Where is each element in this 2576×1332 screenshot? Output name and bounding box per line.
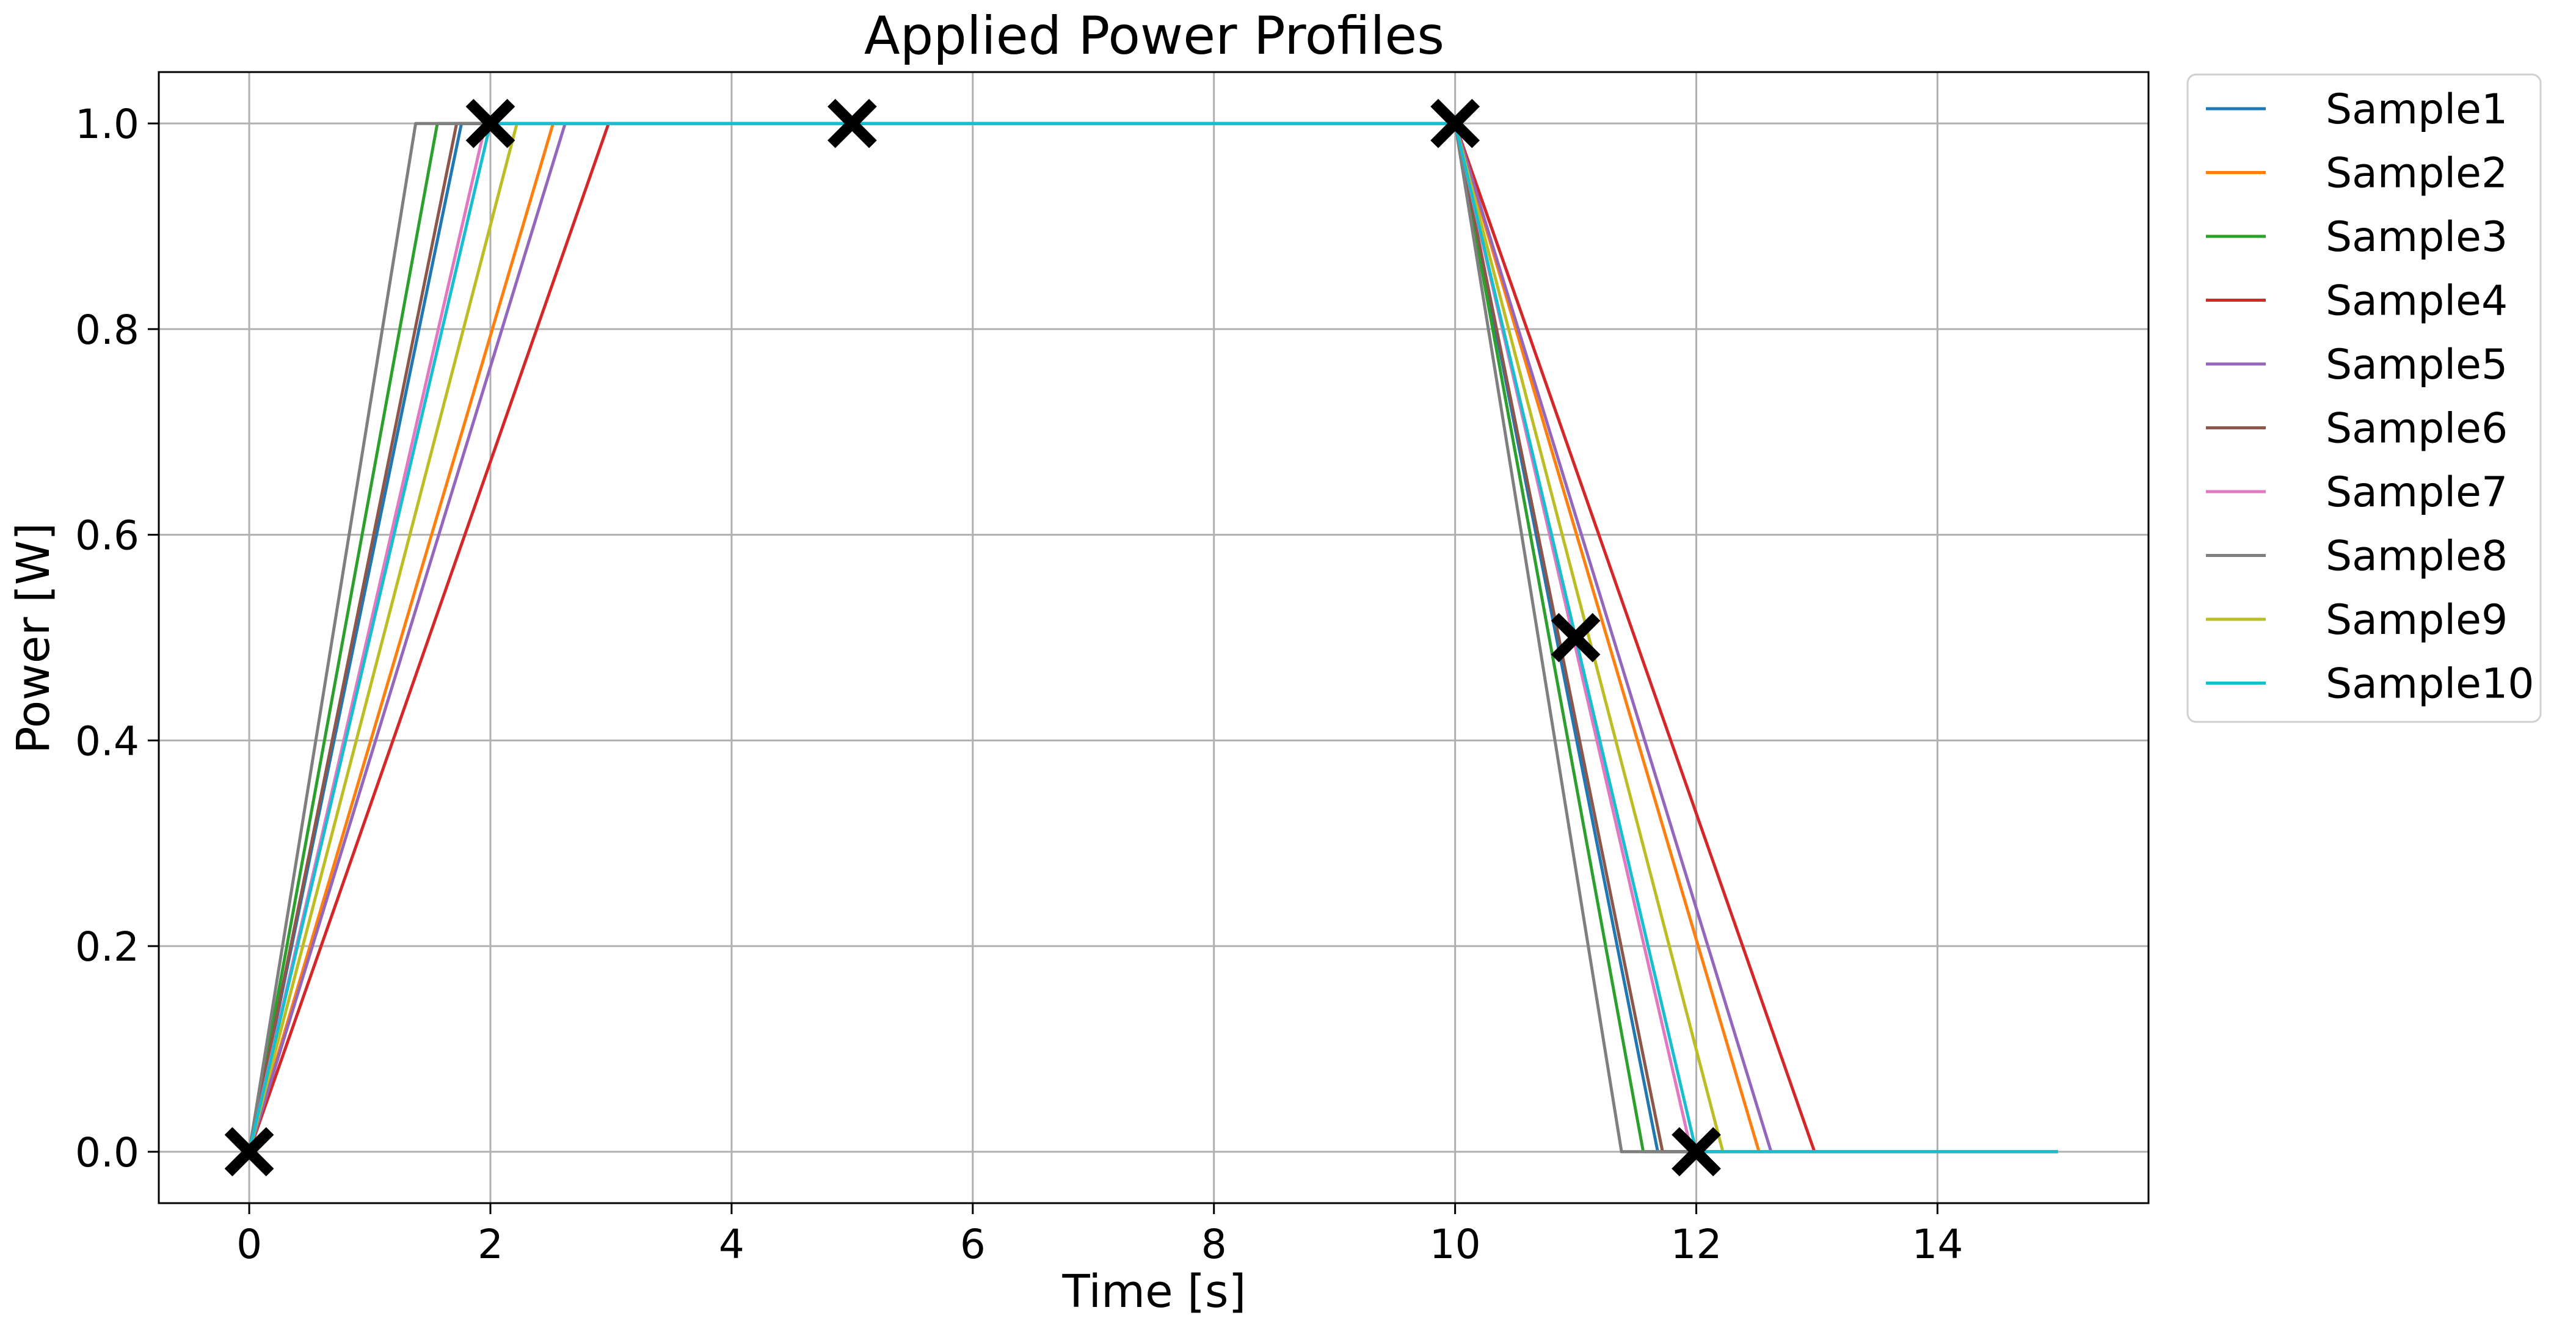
legend-label: Sample4 <box>2326 277 2508 326</box>
legend-label: Sample1 <box>2326 86 2508 134</box>
y-tick-label: 0.8 <box>75 307 139 354</box>
y-axis-label: Power [W] <box>7 523 60 754</box>
x-marker <box>1672 1127 1721 1177</box>
y-tick-label: 0.2 <box>75 923 139 970</box>
legend-label: Sample9 <box>2326 596 2508 644</box>
x-tick-label: 6 <box>960 1221 986 1268</box>
x-marker <box>224 1127 274 1177</box>
y-tick-label: 0.6 <box>75 512 139 559</box>
legend-label: Sample7 <box>2326 468 2508 517</box>
event-markers <box>224 98 1721 1177</box>
y-tick-label: 0.0 <box>75 1129 139 1176</box>
chart-title: Applied Power Profiles <box>864 5 1444 67</box>
legend-label: Sample2 <box>2326 150 2508 198</box>
y-tick-label: 1.0 <box>75 101 139 148</box>
x-tick-label: 2 <box>478 1221 503 1268</box>
x-marker <box>827 98 877 148</box>
x-marker <box>1430 98 1480 148</box>
x-tick-label: 12 <box>1671 1221 1722 1268</box>
x-tick-label: 8 <box>1201 1221 1227 1268</box>
legend-label: Sample5 <box>2326 341 2508 389</box>
legend: Sample1 Sample2 Sample3 Sample4 Sample5 Sampl… <box>2186 73 2542 723</box>
legend-label: Sample3 <box>2326 213 2508 261</box>
plot-frame <box>158 71 2150 1204</box>
x-tick-label: 10 <box>1430 1221 1481 1268</box>
x-tick-label: 4 <box>719 1221 744 1268</box>
y-tick-label: 0.4 <box>75 718 139 765</box>
x-marker <box>465 98 515 148</box>
axis-ticks: 0 2 4 6 8 10 12 14 0.0 0.2 0.4 0.6 0.8 1.0 <box>75 101 1963 1268</box>
legend-label: Sample6 <box>2326 405 2508 453</box>
x-tick-label: 0 <box>236 1221 262 1268</box>
x-tick-label: 14 <box>1912 1221 1963 1268</box>
legend-label: Sample8 <box>2326 533 2508 581</box>
x-axis-label: Time [s] <box>1062 1265 1246 1318</box>
legend-label: Sample10 <box>2326 660 2534 708</box>
legend-box <box>2186 73 2542 723</box>
x-marker <box>1551 613 1601 663</box>
